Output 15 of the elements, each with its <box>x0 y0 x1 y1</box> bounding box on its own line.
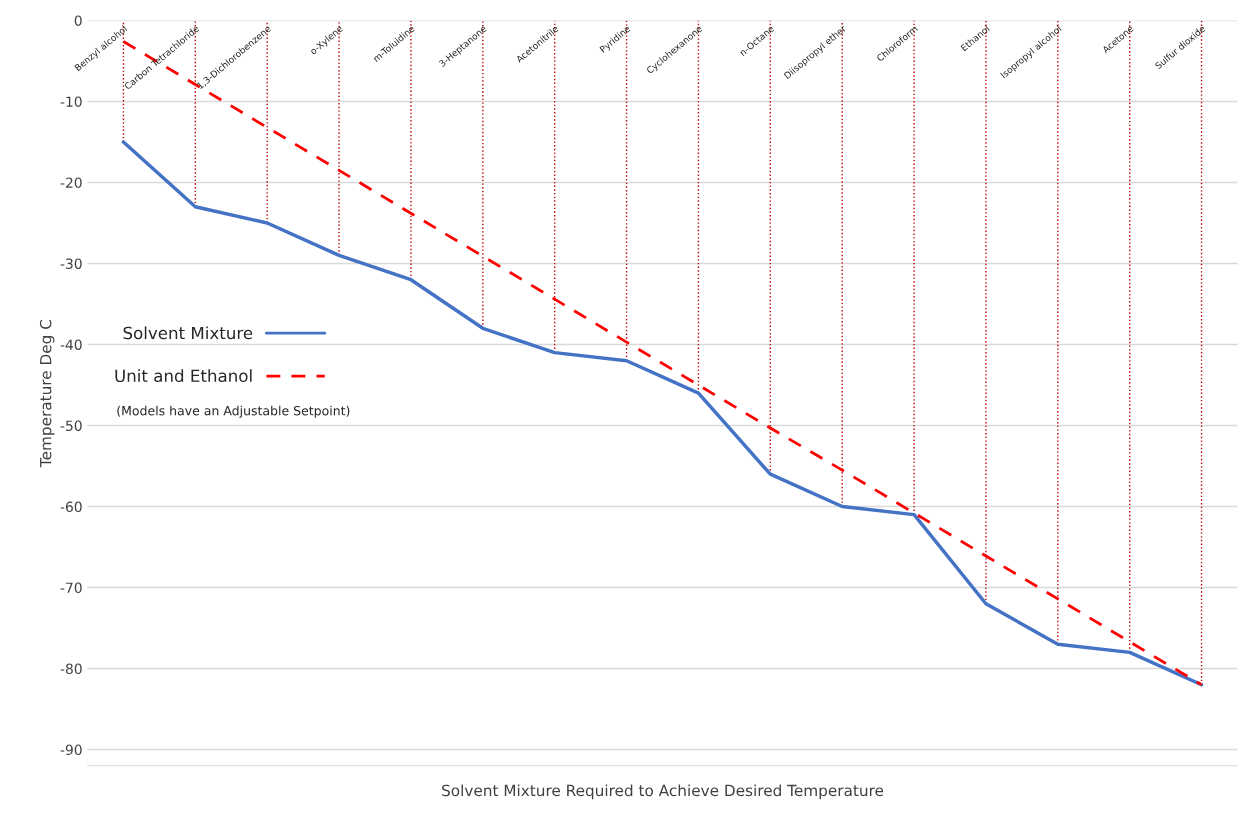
y-axis-title: Temperature Deg C <box>39 319 55 468</box>
y-tick-label: -10 <box>60 96 82 107</box>
y-tick-label: -30 <box>60 258 82 269</box>
x-axis-title: Solvent Mixture Required to Achieve Desired Temperature <box>442 784 884 800</box>
y-tick-label: -60 <box>60 501 82 513</box>
y-tick-label: -80 <box>60 663 82 675</box>
y-tick-label: -40 <box>60 339 82 350</box>
annotation: (Models have an Adjustable Setpoint) <box>117 405 350 418</box>
legend-label: Unit and Ethanol <box>115 369 252 383</box>
y-tick-label: -70 <box>60 582 82 594</box>
y-tick-label: 0 <box>74 15 82 26</box>
y-tick-label: -90 <box>60 744 82 756</box>
y-tick-label: -20 <box>60 177 82 188</box>
legend-label: Solvent Mixture <box>123 326 253 340</box>
y-tick-label: -50 <box>60 420 82 431</box>
